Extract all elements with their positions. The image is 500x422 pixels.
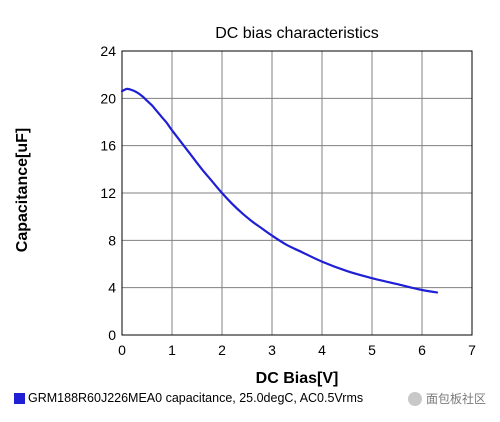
x-tick-label: 3 [268, 342, 276, 358]
legend: GRM188R60J226MEA0 capacitance, 25.0degC,… [14, 391, 363, 405]
y-tick-label: 12 [100, 185, 116, 201]
chart-title: DC bias characteristics [215, 25, 379, 42]
x-axis-label: DC Bias[V] [256, 370, 339, 387]
x-tick-label: 1 [168, 342, 176, 358]
watermark: 面包板社区 [407, 390, 486, 407]
chat-bubble-icon [407, 391, 422, 406]
watermark-text: 面包板社区 [425, 392, 486, 406]
y-tick-label: 0 [108, 327, 116, 343]
y-axis-label: Capacitance[uF] [14, 128, 31, 252]
x-tick-label: 4 [318, 342, 326, 358]
plot-area [121, 50, 473, 336]
y-tick-label: 20 [100, 90, 116, 106]
grid [121, 50, 473, 336]
y-tick-label: 16 [100, 138, 116, 154]
y-tick-label: 8 [108, 232, 116, 248]
series-layer [120, 87, 439, 294]
x-tick-label: 6 [418, 342, 426, 358]
legend-label: GRM188R60J226MEA0 capacitance, 25.0degC,… [28, 391, 364, 405]
y-tick-label: 24 [100, 43, 116, 59]
legend-swatch [14, 392, 25, 404]
series-line [120, 87, 439, 294]
x-tick-label: 7 [468, 342, 476, 358]
x-tick-label: 5 [368, 342, 376, 358]
y-tick-label: 4 [108, 280, 116, 296]
x-tick-label: 0 [118, 342, 126, 358]
x-tick-label: 2 [218, 342, 226, 358]
